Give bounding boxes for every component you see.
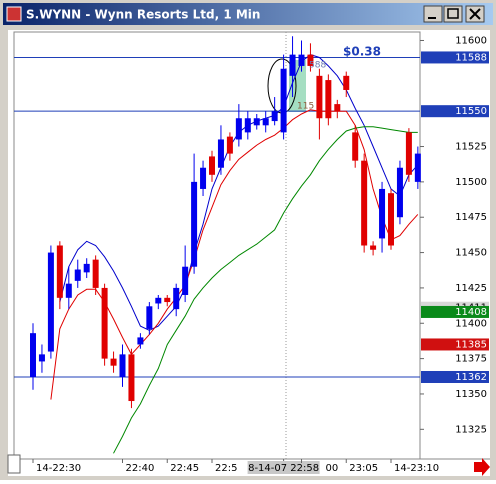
x-tick-label: 14-22:30	[36, 463, 81, 474]
y-tick-label: 11500	[455, 177, 487, 188]
level-label: 11588	[455, 52, 487, 63]
app-icon	[6, 6, 22, 22]
annotation: 115	[297, 102, 314, 112]
candle-body	[30, 333, 36, 377]
candle-body	[280, 68, 287, 133]
candle-body	[316, 75, 323, 119]
y-tick-label: 11400	[455, 318, 487, 329]
candle-body	[83, 263, 90, 273]
candle-body	[370, 245, 377, 250]
cursor-time-box	[247, 461, 320, 474]
candle-body	[110, 358, 117, 366]
candle-body	[414, 153, 421, 182]
x-tick-label: 14-23:10	[394, 463, 439, 474]
close-icon	[469, 8, 481, 20]
level-label: 11550	[455, 106, 487, 117]
candle-body	[56, 245, 63, 298]
annotation: 588	[309, 61, 326, 71]
candle-body	[325, 80, 332, 119]
window-title: S.WYNN - Wynn Resorts Ltd, 1 Min	[26, 8, 260, 22]
candle-body	[388, 193, 394, 246]
candle-body	[379, 188, 386, 239]
y-tick-label: 11325	[455, 424, 487, 435]
level-box	[421, 51, 489, 64]
candle-body	[128, 354, 135, 402]
candle-body	[38, 354, 45, 362]
candle-body	[164, 297, 171, 303]
candle-body	[361, 160, 368, 246]
x-tick-label: 23:05	[349, 463, 378, 474]
level-box	[421, 105, 489, 118]
candle-body	[65, 283, 72, 298]
annotation: $0.38	[343, 45, 381, 59]
candle-body	[334, 104, 341, 112]
candle-body	[217, 139, 224, 168]
candle-body	[191, 181, 198, 267]
x-tick-label: 22:45	[170, 463, 199, 474]
candle-body	[262, 118, 269, 126]
x-tick-label: 00	[326, 463, 339, 474]
candle-body	[271, 111, 278, 122]
level-label: 11408	[455, 307, 487, 318]
moving-average-line	[113, 126, 418, 454]
candle-body	[137, 337, 144, 345]
y-tick-label: 11600	[455, 35, 487, 46]
x-tick-label: 22:5	[215, 463, 237, 474]
moving-average-line	[50, 109, 419, 400]
candle-body	[182, 266, 189, 295]
candle-body	[289, 54, 296, 76]
scroll-box[interactable]	[7, 454, 21, 474]
level-box	[421, 338, 489, 351]
candle-body	[74, 269, 81, 281]
candle-body	[209, 156, 215, 175]
candle-body	[253, 118, 260, 126]
candle-body	[200, 167, 207, 189]
maximize-icon	[447, 8, 459, 19]
candle-body	[101, 287, 108, 359]
plot-area	[13, 31, 421, 460]
candle-body	[92, 259, 99, 288]
candle-body	[405, 132, 412, 175]
minimize-button[interactable]	[423, 5, 443, 23]
x-tick-label: 22:40	[126, 463, 155, 474]
y-tick-label: 11450	[455, 248, 487, 259]
candle-body	[173, 287, 180, 310]
window-buttons[interactable]	[423, 5, 485, 23]
candle-body	[298, 54, 305, 66]
level-label: 11385	[455, 339, 487, 350]
level-box	[421, 370, 489, 383]
title-bar	[3, 3, 493, 25]
candle-body	[155, 297, 162, 304]
candle-body	[396, 167, 403, 218]
y-tick-label: 11375	[455, 354, 487, 365]
candle-body	[244, 118, 251, 133]
scroll-right-arrow[interactable]	[474, 458, 490, 476]
candle-body	[226, 136, 233, 154]
x-tick-label: 8-14-07 22:58	[248, 463, 319, 474]
candle-body	[352, 132, 359, 161]
y-tick-label: 11475	[455, 212, 487, 223]
y-tick-label: 11425	[455, 283, 487, 294]
level-box	[421, 305, 489, 318]
candle-body	[343, 75, 350, 90]
level-label: 11362	[455, 372, 487, 383]
candle-body	[146, 306, 153, 329]
candle-body	[47, 252, 54, 352]
y-tick-label: 11350	[455, 389, 487, 400]
candle-body	[307, 54, 314, 66]
candle-body	[119, 354, 126, 377]
candle-body	[235, 118, 242, 140]
y-tick-label: 11525	[455, 142, 487, 153]
